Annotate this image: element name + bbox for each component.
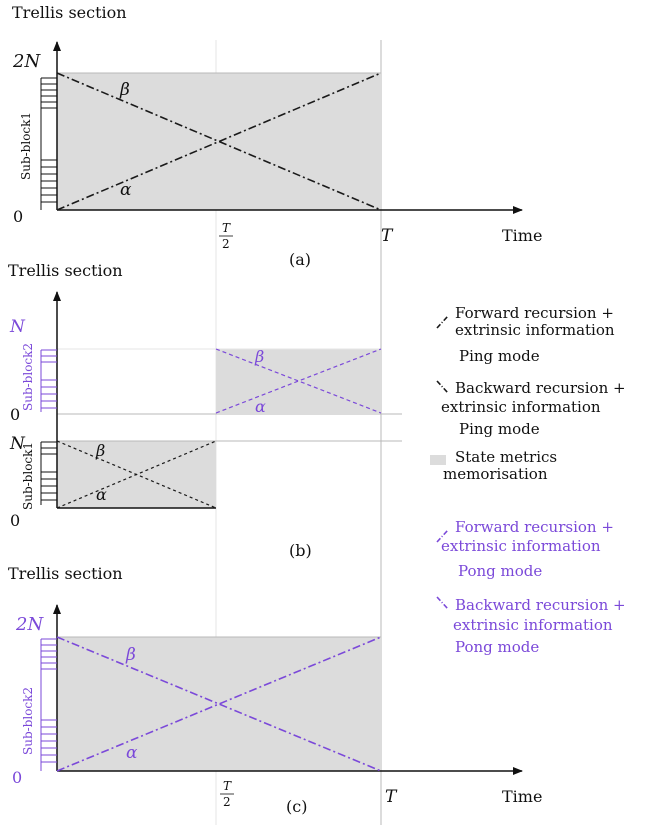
- legend-text-forward-pong-3: Pong mode: [458, 562, 542, 580]
- legend-text-backward-pong-2: extrinsic information: [453, 616, 613, 634]
- panel-b-top-alpha: α: [255, 397, 266, 416]
- panel-a-subblock-ticks: [40, 77, 57, 210]
- legend: Forward recursion + extrinsic informatio…: [430, 304, 626, 656]
- panel-b-bottom-alpha: α: [96, 485, 107, 504]
- legend-text-forward-ping-1: Forward recursion +: [455, 304, 614, 322]
- legend-text-memorisation-2: memorisation: [443, 465, 548, 483]
- panel-c-subblock-label: Sub-block2: [21, 687, 35, 755]
- legend-item-backward-ping: Backward recursion + extrinsic informati…: [436, 379, 626, 438]
- legend-item-memorisation: State metrics memorisation: [430, 448, 557, 483]
- legend-swatch-backward-ping: [436, 380, 449, 394]
- panel-a-ylabel: Trellis section: [12, 3, 127, 22]
- legend-text-backward-ping-1: Backward recursion +: [455, 379, 626, 397]
- legend-swatch-backward-pong: [436, 596, 449, 610]
- panel-b-bottom-N-label: N: [9, 434, 26, 454]
- panel-b: Trellis section N 0 N 0 Sub-block2 Sub-b…: [8, 261, 402, 560]
- panel-a-xtick-half-num: T: [222, 221, 231, 235]
- legend-item-forward-ping: Forward recursion + extrinsic informatio…: [436, 304, 615, 365]
- panel-b-bottom-beta: β: [95, 441, 105, 460]
- panel-c: Trellis section 2N 0 Sub-block2 β α T 2 …: [8, 564, 542, 816]
- legend-text-backward-ping-3: Ping mode: [459, 420, 540, 438]
- legend-text-memorisation-1: State metrics: [455, 448, 557, 466]
- panel-a-backward-recursion: [56, 72, 382, 211]
- legend-text-forward-ping-2: extrinsic information: [455, 321, 615, 339]
- legend-swatch-forward-pong: [436, 529, 449, 543]
- panel-c-beta-label: β: [125, 645, 136, 665]
- panel-a-xlabel: Time: [502, 226, 542, 245]
- legend-text-backward-pong-3: Pong mode: [455, 638, 539, 656]
- panel-b-top-backward: [215, 348, 382, 414]
- legend-text-backward-ping-2: extrinsic information: [441, 398, 601, 416]
- panel-b-top-origin-label: 0: [10, 405, 20, 424]
- panel-c-subblock-ticks: [40, 638, 57, 771]
- panel-b-bottom-backward: [56, 440, 217, 509]
- panel-c-ylabel: Trellis section: [8, 564, 123, 583]
- legend-swatch-memorisation: [430, 455, 446, 465]
- panel-a-caption: (a): [289, 250, 311, 269]
- panel-b-subblock2-ticks: [40, 349, 57, 412]
- panel-b-top-beta: β: [254, 347, 264, 366]
- panel-a-forward-recursion: [56, 72, 382, 211]
- panel-c-origin-label: 0: [12, 768, 22, 787]
- panel-c-xtick-half-den: 2: [223, 795, 231, 809]
- legend-text-forward-pong-1: Forward recursion +: [455, 518, 614, 536]
- panel-a-alpha-label: α: [120, 180, 132, 200]
- legend-text-forward-pong-2: extrinsic information: [441, 537, 601, 555]
- legend-item-forward-pong: Forward recursion + extrinsic informatio…: [436, 518, 614, 580]
- panel-a-xtick-T: T: [381, 226, 394, 246]
- panel-a-origin-label: 0: [13, 207, 23, 226]
- panel-c-xlabel: Time: [502, 787, 542, 806]
- panel-b-top-N-label: N: [9, 317, 26, 337]
- panel-a-beta-label: β: [119, 80, 130, 100]
- legend-swatch-forward-ping: [436, 315, 449, 329]
- legend-text-forward-ping-3: Ping mode: [459, 347, 540, 365]
- panel-a: Trellis section 2N 0 Sub-block1 β α T 2 …: [12, 3, 542, 269]
- panel-b-subblock2-label: Sub-block2: [21, 343, 35, 411]
- panel-b-subblock1-label: Sub-block1: [21, 442, 35, 510]
- panel-a-ymax-label: 2N: [12, 51, 41, 72]
- panel-a-subblock-label: Sub-block1: [19, 112, 33, 180]
- panel-b-subblock1-ticks: [40, 441, 57, 505]
- panel-b-caption: (b): [289, 541, 312, 560]
- legend-item-backward-pong: Backward recursion + extrinsic informati…: [436, 596, 626, 656]
- panel-c-xtick-half-num: T: [223, 779, 232, 793]
- panel-c-xtick-T: T: [385, 787, 398, 807]
- panel-b-bottom-origin-label: 0: [10, 511, 20, 530]
- panel-c-ymax-label: 2N: [15, 614, 44, 635]
- panel-c-forward-recursion: [56, 636, 382, 772]
- panel-a-xtick-half-den: 2: [222, 237, 230, 251]
- panel-b-top-forward: [215, 348, 382, 414]
- panel-c-caption: (c): [286, 797, 307, 816]
- legend-text-backward-pong-1: Backward recursion +: [455, 596, 626, 614]
- panel-c-alpha-label: α: [126, 743, 138, 763]
- panel-c-backward-recursion: [56, 636, 382, 772]
- panel-b-ylabel: Trellis section: [8, 261, 123, 280]
